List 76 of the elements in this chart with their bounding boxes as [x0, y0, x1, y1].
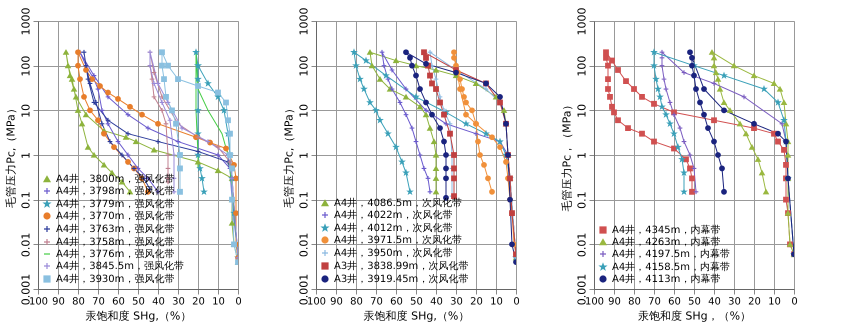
y-tick-label: 0.01	[576, 232, 588, 258]
x-tick-label: 20	[470, 296, 483, 308]
y-tick-label: 1000	[576, 8, 588, 36]
x-tick-label: 30	[172, 296, 185, 308]
x-axis-title: 汞饱和度 SHg,（%）	[364, 310, 470, 322]
x-tick-label: 100	[584, 296, 604, 308]
y-tick-label: 0.01	[20, 232, 32, 258]
legend-label: A3井，3838.99m，次风化带	[334, 260, 468, 272]
x-tick-label: 80	[72, 296, 85, 308]
legend-label: A4井，4158.5m，内幕带	[612, 261, 730, 273]
y-tick-label: 0.1	[576, 191, 588, 209]
x-axis-title: 汞饱和度 SHg，（%）	[638, 310, 752, 322]
x-tick-label: 0	[791, 296, 798, 308]
y-tick-label: 10	[20, 104, 32, 118]
x-tick-label: 70	[648, 296, 661, 308]
x-tick-label: 60	[390, 296, 403, 308]
x-tick-label: 50	[688, 296, 701, 308]
x-tick-label: 30	[728, 296, 741, 308]
y-tick-label: 0.1	[298, 191, 310, 209]
x-tick-label: 50	[132, 296, 145, 308]
y-tick-label: 0.01	[298, 232, 310, 258]
legend-label: A4井，4022m，次风化带	[334, 209, 452, 221]
y-tick-label: 100	[20, 56, 32, 77]
y-tick-label: 1000	[298, 8, 310, 36]
legend-label: A4井，3930m，强风化带	[56, 273, 174, 285]
x-tick-label: 20	[192, 296, 205, 308]
y-tick-label: 100	[298, 56, 310, 77]
x-tick-label: 70	[370, 296, 383, 308]
x-tick-label: 40	[430, 296, 443, 308]
legend-label: A4井，4113m，内幕带	[612, 273, 720, 285]
legend-label: A4井，3770m，强风化带	[56, 210, 174, 222]
legend-label: A4井，3971.5m，次风化带	[334, 234, 462, 246]
x-tick-label: 30	[450, 296, 463, 308]
legend-label: A4井，4086.5m，次风化带	[334, 197, 462, 209]
y-tick-label: 1	[298, 152, 310, 159]
x-tick-label: 10	[212, 296, 225, 308]
legend-label: A4井，3845.5m，强风化带	[56, 260, 184, 272]
legend-label: A4井，3950m，次风化带	[334, 247, 452, 259]
legend-label: A3井，3919.45m，次风化带	[334, 273, 468, 285]
y-tick-label: 1	[576, 152, 588, 159]
x-tick-label: 80	[628, 296, 641, 308]
x-tick-label: 0	[513, 296, 520, 308]
x-tick-label: 100	[28, 296, 48, 308]
legend-label: A4井，3779m，强风化带	[56, 198, 174, 210]
legend-label: A4井，4263m，内幕带	[612, 236, 720, 248]
x-tick-label: 50	[410, 296, 423, 308]
x-tick-label: 0	[235, 296, 242, 308]
x-tick-label: 10	[768, 296, 781, 308]
x-axis-title: 汞饱和度 SHg,（%）	[86, 310, 192, 322]
legend-label: A4井，4345m，内幕带	[612, 224, 720, 236]
y-axis-title: 毛管压力Pc,（MPa）	[4, 103, 18, 208]
legend-label: A4井，4197.5m，内幕带	[612, 248, 730, 260]
y-tick-label: 10	[298, 104, 310, 118]
x-tick-label: 40	[152, 296, 165, 308]
x-tick-label: 60	[668, 296, 681, 308]
y-tick-label: 0.1	[20, 191, 32, 209]
y-tick-label: 100	[576, 56, 588, 77]
y-axis-title: 毛管压力Pc,（MPa）	[282, 103, 296, 208]
x-tick-label: 40	[708, 296, 721, 308]
y-tick-label: 1	[20, 152, 32, 159]
x-tick-label: 90	[608, 296, 621, 308]
x-tick-label: 20	[748, 296, 761, 308]
x-tick-label: 70	[92, 296, 105, 308]
x-tick-label: 10	[490, 296, 503, 308]
x-tick-label: 60	[112, 296, 125, 308]
y-axis-title: 毛管压力Pc，（MPa）	[560, 99, 574, 212]
y-tick-label: 10	[576, 104, 588, 118]
x-tick-label: 100	[306, 296, 326, 308]
legend-label: A4井，3776m，强风化带	[56, 248, 174, 260]
legend-label: A4井，3758m，强风化带	[56, 236, 174, 248]
legend-label: A4井，4012m，次风化带	[334, 222, 452, 234]
y-tick-label: 1000	[20, 8, 32, 36]
x-tick-label: 90	[330, 296, 343, 308]
legend-label: A4井，3763m，强风化带	[56, 223, 174, 235]
x-tick-label: 80	[350, 296, 363, 308]
x-tick-label: 90	[52, 296, 65, 308]
